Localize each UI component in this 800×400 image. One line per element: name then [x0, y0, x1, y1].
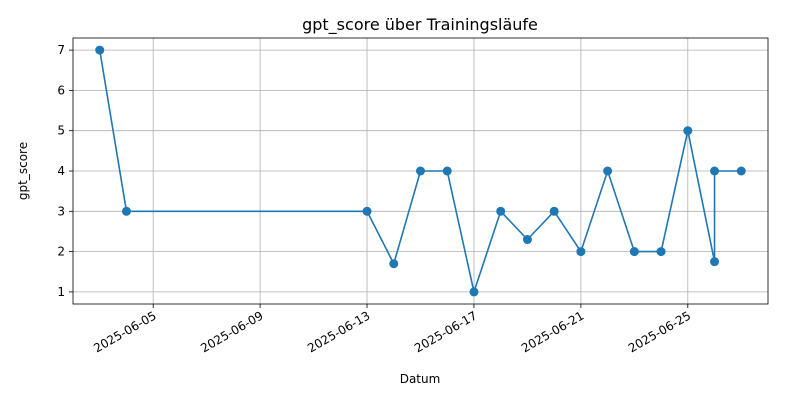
data-point [656, 247, 666, 257]
y-tick-label: 1 [57, 285, 65, 299]
x-tick-label: 2025-06-17 [412, 308, 479, 355]
x-tick-label: 2025-06-05 [91, 308, 158, 355]
y-tick-label: 5 [57, 124, 65, 138]
series-line [98, 49, 742, 295]
data-point [469, 287, 479, 297]
data-point [710, 257, 720, 267]
data-point [603, 166, 613, 176]
chart-title: gpt_score über Trainingsläufe [302, 15, 538, 35]
data-point [442, 166, 452, 176]
data-point [710, 166, 720, 176]
data-point [416, 166, 425, 176]
data-point [95, 45, 105, 55]
y-tick-label: 6 [57, 83, 65, 97]
x-tick-label: 2025-06-13 [305, 308, 372, 355]
data-point [362, 206, 372, 216]
data-point [683, 126, 693, 136]
data-point [629, 247, 639, 257]
y-tick-label: 4 [57, 164, 65, 178]
x-axis-label: Datum [400, 372, 441, 386]
x-tick-label: 2025-06-25 [626, 308, 693, 355]
y-axis: 1 2 3 4 5 6 7 [57, 43, 73, 299]
x-tick-label: 2025-06-09 [198, 308, 265, 355]
data-point [549, 206, 559, 216]
y-axis-label: gpt_score [16, 142, 30, 200]
data-point [121, 206, 131, 216]
x-tick-label: 2025-06-21 [519, 308, 586, 355]
y-tick-label: 2 [57, 245, 65, 259]
data-point [736, 166, 746, 176]
data-point [496, 206, 506, 216]
plot-frame [72, 37, 769, 305]
y-tick-label: 3 [57, 204, 65, 218]
data-point [576, 247, 586, 257]
data-point [389, 259, 399, 269]
y-tick-label: 7 [57, 43, 65, 57]
series-line-group [95, 45, 746, 297]
x-axis: 2025-06-05 2025-06-09 2025-06-13 2025-06-17… [91, 304, 693, 355]
data-point [522, 235, 532, 245]
